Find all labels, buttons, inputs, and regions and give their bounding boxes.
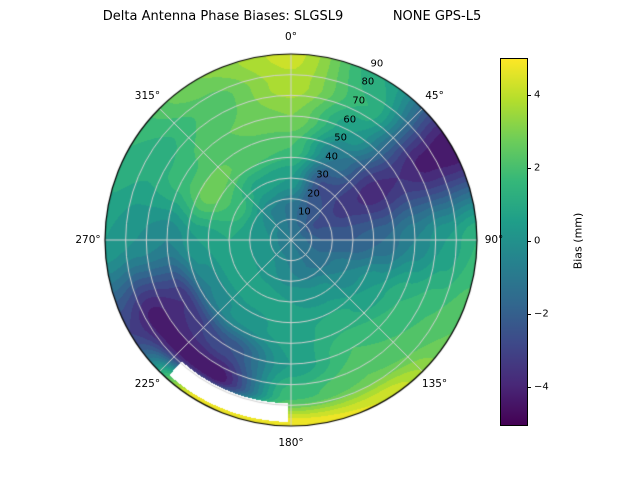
elevation-ring-label: 70 [352,95,366,107]
colorbar-tick [527,387,531,389]
elevation-ring-label: 40 [325,151,338,163]
colorbar-tick-label: 4 [534,89,541,101]
azimuth-tick-label: 45° [425,90,444,103]
azimuth-tick-label: 90° [484,234,504,246]
colorbar-tick [527,94,531,96]
colorbar-tick-label: 0 [534,235,541,247]
azimuth-tick-label: 315° [134,90,161,103]
elevation-ring-label: 10 [298,206,311,218]
colorbar-tick-label: 2 [534,162,541,174]
azimuth-tick-label: 270° [75,234,101,246]
colorbar [500,58,528,426]
azimuth-tick-label: 0° [285,31,297,43]
colorbar-axis-label: Bias (mm) [571,212,585,270]
azimuth-tick-label: 180° [278,437,304,449]
colorbar-tick-label: −4 [534,381,549,393]
colorbar-tick [527,167,531,169]
azimuth-tick-label: 225° [134,377,161,390]
elevation-ring-label: 20 [307,188,320,200]
elevation-ring-label: 60 [343,114,357,126]
colorbar-tick [527,314,531,316]
elevation-ring-label: 30 [316,169,329,181]
elevation-ring-label: 50 [334,132,348,144]
colorbar-tick-label: −2 [534,308,549,320]
azimuth-tick-label: 135° [421,377,448,390]
elevation-ring-label: 80 [361,76,375,88]
elevation-ring-label: 90 [370,58,384,70]
colorbar-tick [527,241,531,242]
